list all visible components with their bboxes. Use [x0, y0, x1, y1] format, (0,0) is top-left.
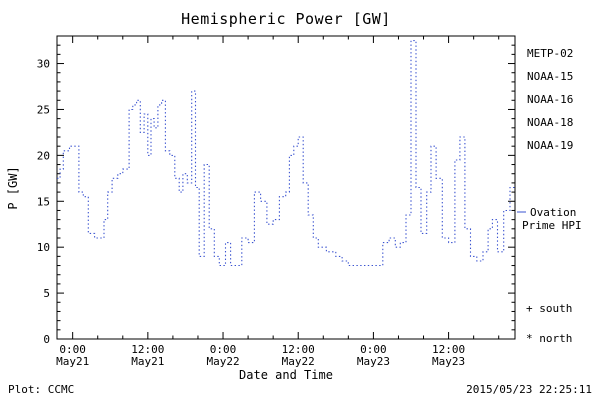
y-tick-label: 20 — [37, 149, 50, 162]
y-axis-label: P [GW] — [6, 166, 20, 209]
y-tick-label: 10 — [37, 241, 50, 254]
x-tick-label-time: 0:00 — [210, 343, 237, 356]
x-tick-label-time: 0:00 — [59, 343, 86, 356]
axis-ticks: 0510152025300:00May2112:00May210:00May22… — [37, 35, 515, 368]
x-tick-label-time: 0:00 — [360, 343, 387, 356]
y-tick-label: 25 — [37, 103, 50, 116]
x-tick-label-date: May21 — [56, 355, 89, 368]
data-series — [57, 40, 515, 267]
x-axis-label: Date and Time — [239, 368, 333, 382]
x-tick-label-time: 12:00 — [131, 343, 164, 356]
legend-item-noaa-18: NOAA-18 — [527, 116, 573, 129]
legend-ovation-line1: Ovation — [530, 206, 576, 219]
x-tick-label-time: 12:00 — [432, 343, 465, 356]
x-tick-label-date: May23 — [432, 355, 465, 368]
footer-plot-source: Plot: CCMC — [8, 383, 74, 396]
hpi-step-line — [57, 40, 515, 267]
x-tick-label-date: May22 — [282, 355, 315, 368]
legend-north-marker: * north — [526, 332, 572, 345]
y-tick-label: 15 — [37, 195, 50, 208]
legend-item-metp-02: METP-02 — [527, 47, 573, 60]
y-tick-label: 0 — [43, 333, 50, 346]
legend-item-noaa-19: NOAA-19 — [527, 139, 573, 152]
x-tick-label-date: May22 — [206, 355, 239, 368]
legend-item-noaa-15: NOAA-15 — [527, 70, 573, 83]
y-tick-label: 5 — [43, 287, 50, 300]
x-tick-label-time: 12:00 — [282, 343, 315, 356]
x-tick-label-date: May23 — [357, 355, 390, 368]
plot-frame — [56, 35, 516, 340]
footer-timestamp: 2015/05/23 22:25:11 — [466, 383, 592, 396]
legend-item-noaa-16: NOAA-16 — [527, 93, 573, 106]
legend-south-marker: + south — [526, 302, 572, 315]
legend-ovation-line2: Prime HPI — [522, 219, 582, 232]
y-tick-label: 30 — [37, 58, 50, 71]
chart-title: Hemispheric Power [GW] — [181, 10, 391, 28]
x-tick-label-date: May21 — [131, 355, 164, 368]
